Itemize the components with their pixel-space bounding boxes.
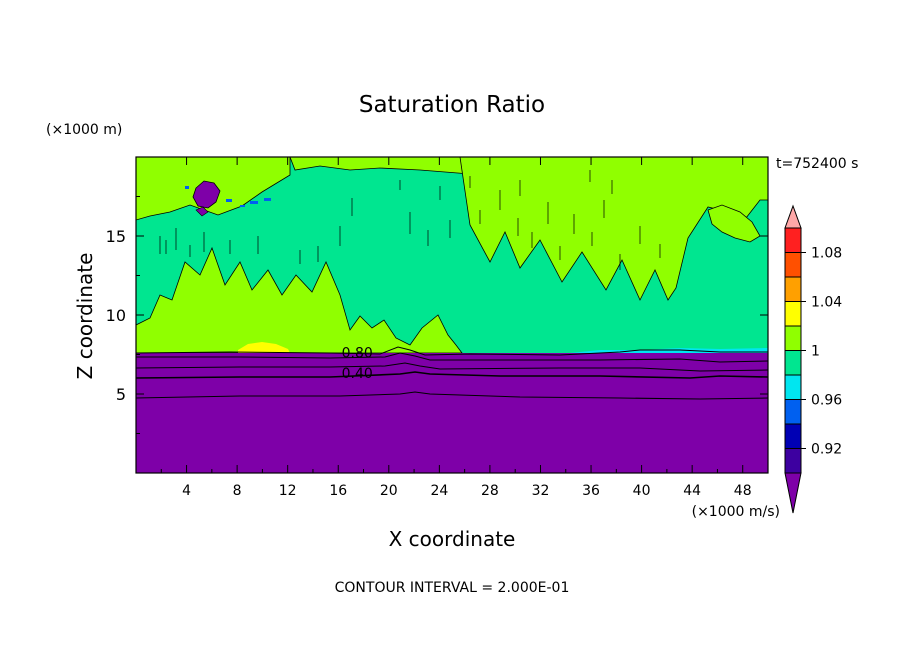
contour-line-top xyxy=(136,346,768,356)
field-region-central-column xyxy=(350,157,768,301)
x-tick-label: 20 xyxy=(380,483,398,499)
contour-line-080 xyxy=(136,352,768,363)
y-tick-label: 10 xyxy=(106,306,126,325)
x-tick-label: 4 xyxy=(182,483,191,499)
x-tick-label: 8 xyxy=(233,483,242,499)
x-tick-label: 28 xyxy=(481,483,499,499)
colorbar-segment xyxy=(784,252,802,278)
colorbar-underflow xyxy=(784,472,802,514)
x-tick-label: 40 xyxy=(633,483,651,499)
colorbar-label: 1.08 xyxy=(811,246,842,262)
x-axis-ticks: 4 8 12 16 20 24 28 32 36 40 44 48 xyxy=(160,157,752,499)
colorbar-segment xyxy=(784,350,802,376)
x-unit-label: (×1000 m/s) xyxy=(692,504,780,520)
contour-labels: 0.80 0.40 xyxy=(342,346,373,383)
colorbar-label: 1 xyxy=(811,344,820,360)
x-tick-label: 32 xyxy=(532,483,550,499)
time-label: t=752400 s xyxy=(776,156,858,172)
field-region-small-patch xyxy=(707,204,761,243)
vertical-streaks xyxy=(159,170,661,270)
lower-dry-layer xyxy=(136,353,768,473)
colorbar-label: 0.96 xyxy=(811,393,842,409)
colorbar-label: 0.92 xyxy=(811,442,842,458)
colorbar-label: 1.04 xyxy=(811,295,842,311)
x-axis-label: X coordinate xyxy=(389,527,516,551)
y-tick-label: 15 xyxy=(106,227,126,246)
colorbar-segment xyxy=(784,276,802,302)
plot-area xyxy=(136,157,768,473)
x-tick-label: 16 xyxy=(329,483,347,499)
colorbar-segment xyxy=(784,448,802,474)
x-tick-label: 12 xyxy=(279,483,297,499)
colorbar-segment xyxy=(784,423,802,449)
colorbar-segment xyxy=(784,325,802,351)
contour-line-060 xyxy=(136,362,768,372)
x-tick-label: 24 xyxy=(430,483,448,499)
colorbar: 1.08 1.04 1 0.96 0.92 xyxy=(784,204,842,514)
y-axis-ticks: 5 10 15 xyxy=(106,196,768,434)
contour-interval-note: CONTOUR INTERVAL = 2.000E-01 xyxy=(335,580,570,596)
contour-line-040 xyxy=(136,371,768,379)
x-tick-label: 48 xyxy=(734,483,752,499)
field-region-lower-band xyxy=(136,246,463,354)
contour-label: 0.80 xyxy=(342,346,373,362)
contour-label: 0.40 xyxy=(342,366,373,382)
colorbar-segment xyxy=(784,227,802,253)
y-unit-label: (×1000 m) xyxy=(46,122,122,138)
y-tick-label: 5 xyxy=(116,385,126,404)
y-axis-label: Z coordinate xyxy=(73,253,97,380)
x-tick-label: 44 xyxy=(683,483,701,499)
chart-title: Saturation Ratio xyxy=(359,92,545,118)
colorbar-segment xyxy=(784,399,802,425)
supersaturation-patch-yellow xyxy=(238,342,290,353)
dry-patch-upper-left xyxy=(192,180,221,209)
x-tick-label: 36 xyxy=(582,483,600,499)
contour-line-020 xyxy=(136,391,768,400)
blue-speckles xyxy=(185,186,271,207)
colorbar-overflow xyxy=(784,204,802,229)
colorbar-segment xyxy=(784,301,802,327)
colorbar-segment xyxy=(784,374,802,400)
dry-patch-small xyxy=(195,206,209,217)
